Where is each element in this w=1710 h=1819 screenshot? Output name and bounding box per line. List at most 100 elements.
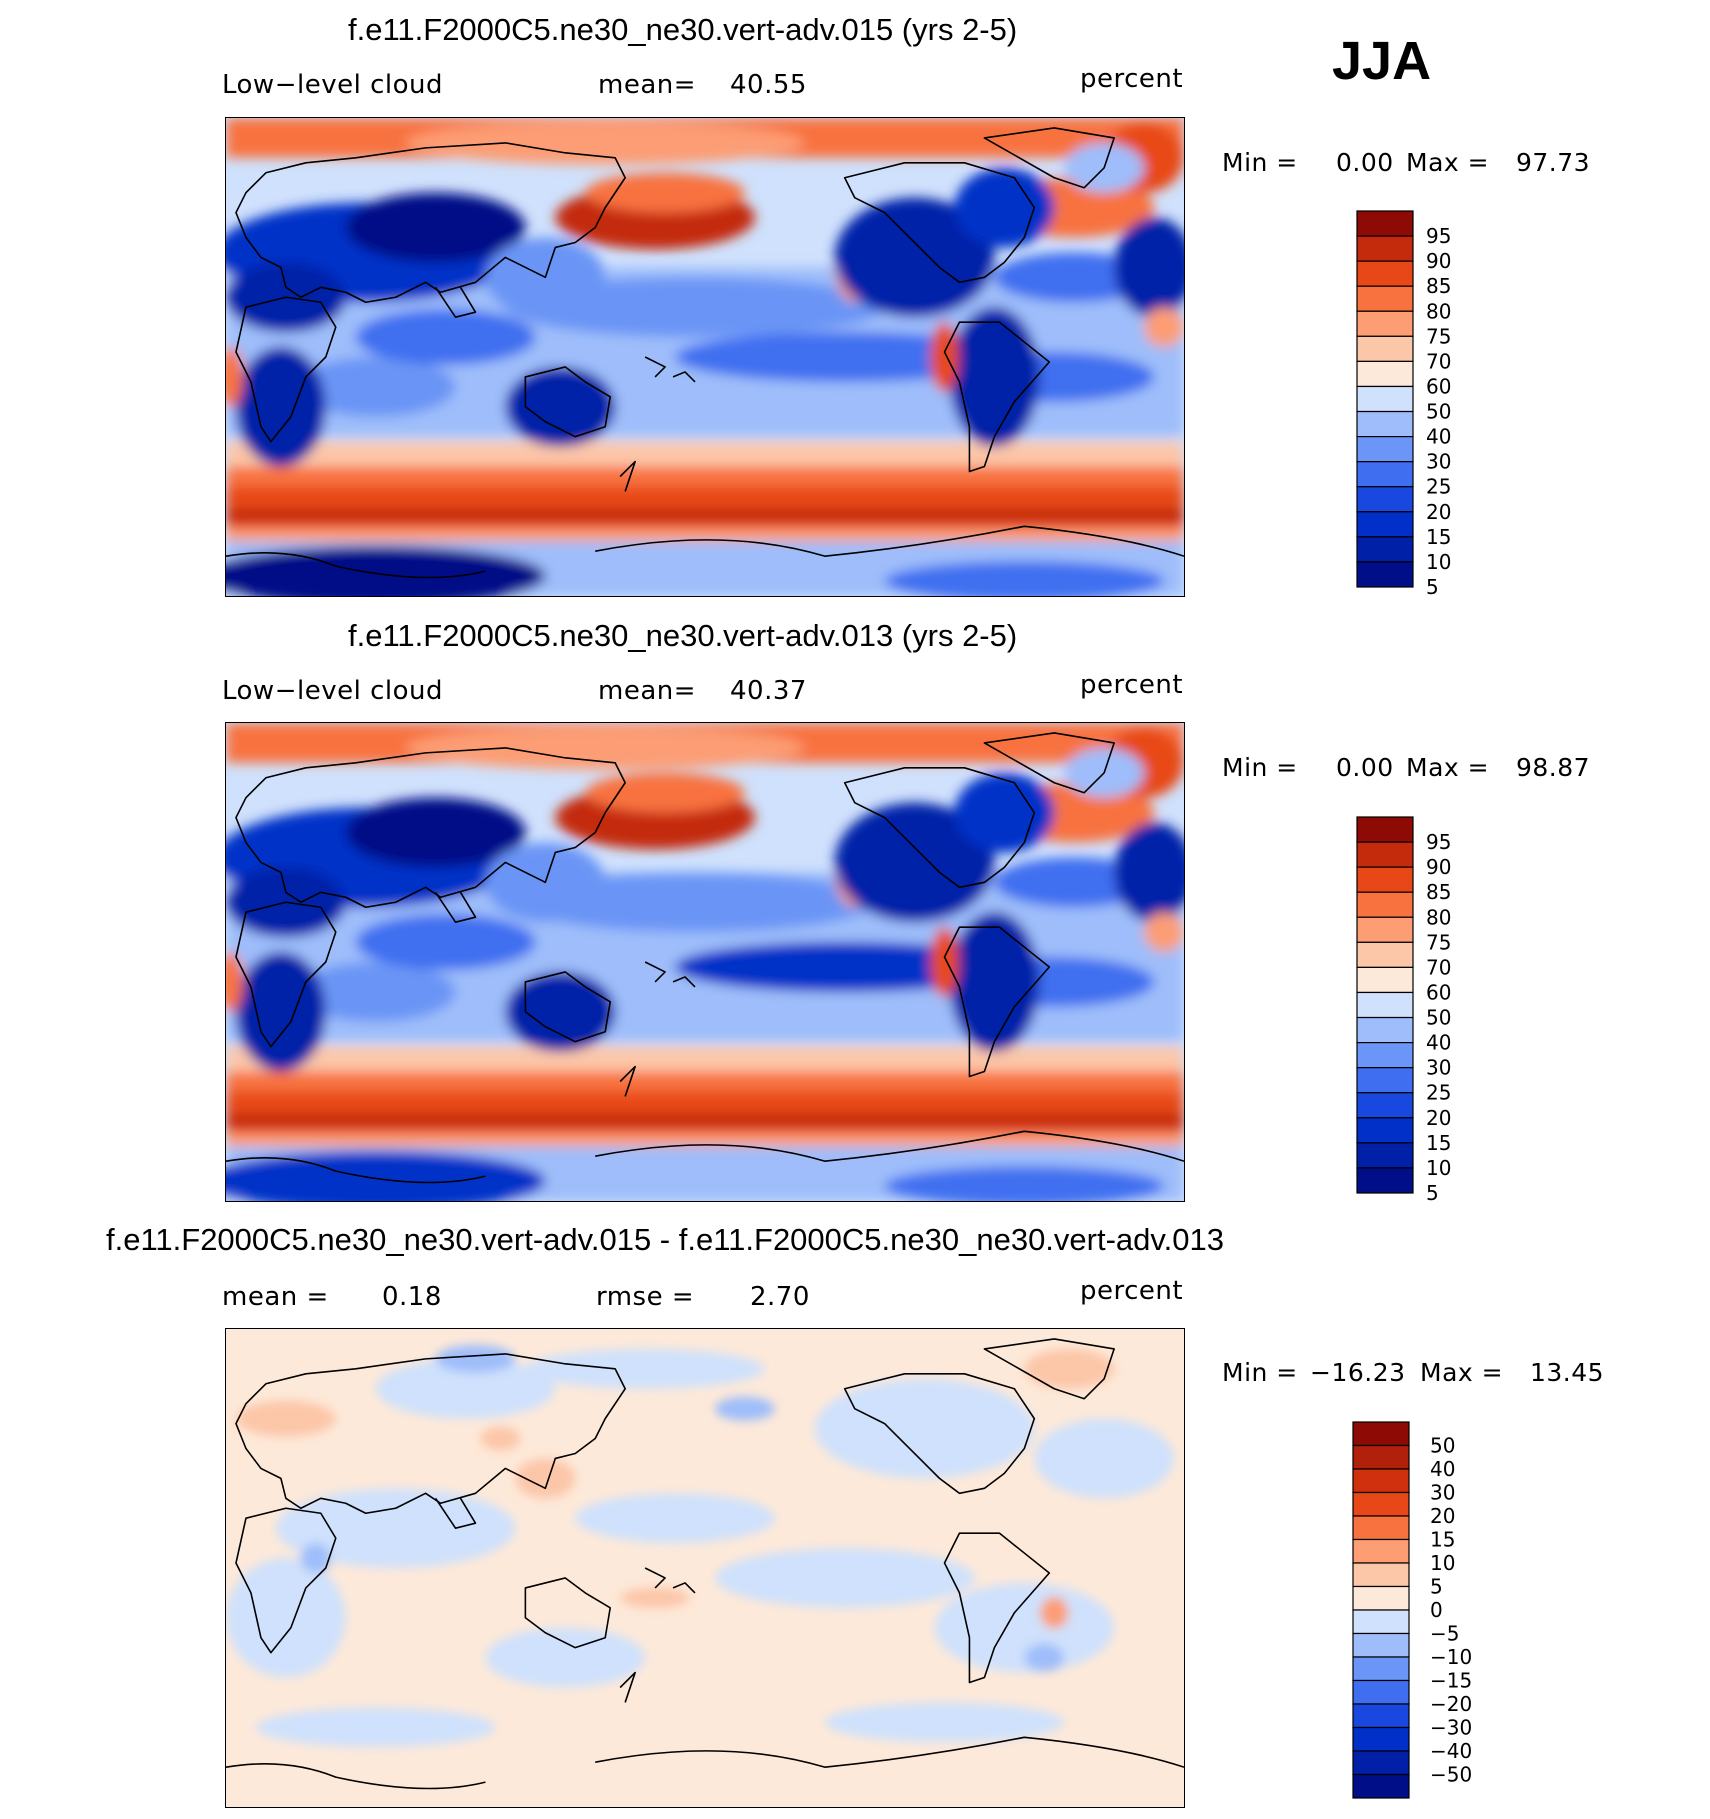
panel1-max-label: Max = <box>1406 148 1490 177</box>
colorbar-tick-label: 95 <box>1426 830 1451 854</box>
colorbar-tick-label: 50 <box>1426 1006 1451 1030</box>
panel2-title: f.e11.F2000C5.ne30_ne30.vert-adv.013 (yr… <box>348 618 1018 653</box>
colorbar-swatch <box>1356 1167 1414 1194</box>
colorbar-swatch <box>1356 1067 1414 1094</box>
colorbar-swatch <box>1352 1726 1410 1752</box>
colorbar-swatch <box>1352 1632 1410 1658</box>
panel2-max-value: 98.87 <box>1516 753 1591 782</box>
panel2-min-label: Min = <box>1222 753 1298 782</box>
colorbar-swatch <box>1356 941 1414 969</box>
panel1-colorbar: 95 90 85 80 75 70 60 50 40 30 25 20 15 10 5 <box>1356 210 1486 599</box>
colorbar-tick-label: 15 <box>1426 1131 1451 1155</box>
colorbar-tick-label: −5 <box>1430 1622 1459 1646</box>
colorbar-tick-label: 85 <box>1426 880 1451 904</box>
colorbar-swatch <box>1356 385 1414 413</box>
panel3-title: f.e11.F2000C5.ne30_ne30.vert-adv.015 - f… <box>106 1222 1224 1257</box>
colorbar-swatch <box>1352 1679 1410 1705</box>
colorbar-tick-label: −30 <box>1430 1716 1472 1740</box>
panel2-mean-value: 40.37 <box>730 676 807 706</box>
colorbar-tick-label: 75 <box>1426 324 1451 348</box>
colorbar-swatch <box>1352 1562 1410 1588</box>
panel2-mean-label: mean= <box>598 676 697 706</box>
colorbar-swatch <box>1356 866 1414 893</box>
colorbar-swatch <box>1356 210 1414 237</box>
colorbar-swatch <box>1352 1609 1410 1635</box>
panel3-max-label: Max = <box>1420 1358 1504 1387</box>
colorbar-tick-label: 50 <box>1430 1434 1455 1458</box>
colorbar-tick-label: 90 <box>1426 855 1451 879</box>
panel3-mean-label: mean = <box>222 1282 329 1312</box>
panel1-mean-value: 40.55 <box>730 70 807 100</box>
colorbar-tick-label: 95 <box>1426 224 1451 248</box>
colorbar-tick-label: 30 <box>1430 1481 1455 1505</box>
colorbar-swatch <box>1356 511 1414 538</box>
colorbar-tick-label: 60 <box>1426 980 1451 1004</box>
colorbar-swatch <box>1356 486 1414 513</box>
panel2-units: percent <box>1080 670 1184 700</box>
colorbar-swatch <box>1352 1773 1410 1799</box>
colorbar-tick-label: 85 <box>1426 274 1451 298</box>
colorbar-swatch <box>1356 436 1414 463</box>
colorbar-tick-label: 25 <box>1426 1081 1451 1105</box>
panel3-mean-value: 0.18 <box>382 1282 442 1312</box>
colorbar-tick-label: 40 <box>1426 425 1451 449</box>
colorbar-swatch <box>1352 1750 1410 1776</box>
colorbar-tick-label: −15 <box>1430 1669 1472 1693</box>
colorbar-swatch <box>1356 891 1414 918</box>
colorbar-tick-label: −10 <box>1430 1645 1472 1669</box>
colorbar-tick-label: 0 <box>1430 1598 1443 1622</box>
colorbar-swatch <box>1356 536 1414 563</box>
panel3-rmse-value: 2.70 <box>750 1282 810 1312</box>
panel3-map <box>225 1328 1185 1808</box>
panel3-colorbar: 50 40 30 20 15 10 5 0 −5 −10 −15 −20 −30 −40 −50 <box>1352 1421 1492 1801</box>
colorbar-swatch <box>1356 966 1414 994</box>
panel2-colorbar: 95 90 85 80 75 70 60 50 40 30 25 20 15 10 5 <box>1356 816 1486 1205</box>
colorbar-tick-label: −40 <box>1430 1739 1472 1763</box>
colorbar-tick-label: 80 <box>1426 905 1451 929</box>
panel1-title: f.e11.F2000C5.ne30_ne30.vert-adv.015 (yr… <box>348 12 1018 47</box>
colorbar-tick-label: 75 <box>1426 930 1451 954</box>
colorbar-tick-label: 5 <box>1430 1575 1443 1599</box>
panel1-map <box>225 117 1185 597</box>
panel2-max-label: Max = <box>1406 753 1490 782</box>
panel3-units: percent <box>1080 1276 1184 1306</box>
panel3-map-svg <box>226 1329 1184 1807</box>
colorbar-tick-label: 50 <box>1426 400 1451 424</box>
colorbar-swatch <box>1356 260 1414 287</box>
colorbar-swatch <box>1356 991 1414 1019</box>
colorbar-tick-label: 30 <box>1426 450 1451 474</box>
colorbar-tick-label: 5 <box>1426 575 1439 599</box>
colorbar-tick-label: 10 <box>1426 550 1451 574</box>
colorbar-swatch <box>1352 1444 1410 1470</box>
panel2-map <box>225 722 1185 1202</box>
panel3-min-value: −16.23 <box>1310 1358 1406 1387</box>
panel2-min-value: 0.00 <box>1336 753 1394 782</box>
colorbar-tick-label: −20 <box>1430 1692 1472 1716</box>
colorbar-tick-label: 70 <box>1426 349 1451 373</box>
colorbar-swatch <box>1356 310 1414 337</box>
colorbar-swatch <box>1356 285 1414 312</box>
colorbar-swatch <box>1356 461 1414 488</box>
panel2-map-svg <box>226 723 1184 1201</box>
colorbar-tick-label: 10 <box>1426 1156 1451 1180</box>
colorbar-swatch <box>1352 1656 1410 1682</box>
colorbar-tick-label: 15 <box>1426 525 1451 549</box>
colorbar-tick-label: 30 <box>1426 1056 1451 1080</box>
panel1-variable-label: Low−level cloud <box>222 70 443 100</box>
panel1-max-value: 97.73 <box>1516 148 1591 177</box>
colorbar-swatch <box>1352 1538 1410 1564</box>
panel1-min-value: 0.00 <box>1336 148 1394 177</box>
colorbar-swatch <box>1356 841 1414 868</box>
colorbar-tick-label: 20 <box>1426 1106 1451 1130</box>
colorbar-tick-label: 20 <box>1430 1504 1455 1528</box>
colorbar-tick-label: −50 <box>1430 1763 1472 1787</box>
colorbar-tick-label: 60 <box>1426 374 1451 398</box>
colorbar-tick-label: 10 <box>1430 1551 1455 1575</box>
colorbar-tick-label: 70 <box>1426 955 1451 979</box>
colorbar-tick-label: 5 <box>1426 1181 1439 1205</box>
colorbar-tick-label: 40 <box>1430 1457 1455 1481</box>
panel3-min-label: Min = <box>1222 1358 1298 1387</box>
